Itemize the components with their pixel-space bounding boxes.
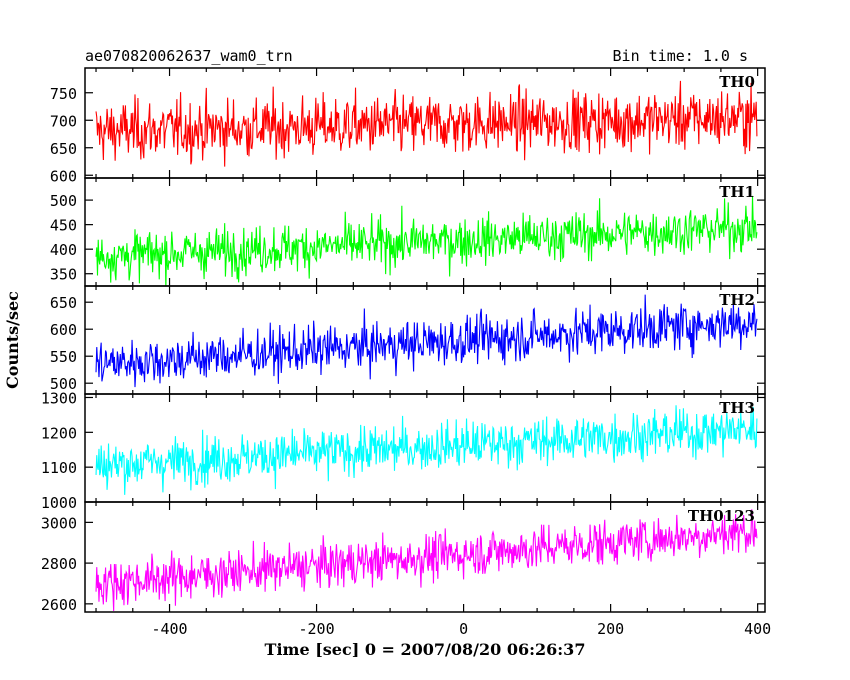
panel-th1: 350 400 450 500 TH1 <box>50 177 766 287</box>
x-tick-label: 200 <box>597 620 624 638</box>
panel-th3: 1000 1100 1200 1300 TH3 <box>41 389 766 512</box>
y-tick-label: 1200 <box>41 424 77 442</box>
x-tick-label: 0 <box>459 620 468 638</box>
panel-label-th1: TH1 <box>719 183 755 201</box>
y-tick-label: 2800 <box>41 555 77 573</box>
x-tick-label: 400 <box>744 620 771 638</box>
y-tick-label: 700 <box>50 112 77 130</box>
series-line-th1 <box>95 195 758 286</box>
y-tick-label: 350 <box>50 266 77 284</box>
panel-label-th2: TH2 <box>719 291 755 309</box>
x-tick-label: -400 <box>151 620 187 638</box>
panel-frame <box>84 285 766 395</box>
y-tick-label: 500 <box>50 375 77 393</box>
y-tick-label: 650 <box>50 140 77 158</box>
chart-title: ae070820062637_wam0_trn <box>85 47 293 65</box>
y-tick-label: 1300 <box>41 389 77 407</box>
x-tick-label: -200 <box>299 620 335 638</box>
x-axis-label: Time [sec] 0 = 2007/08/20 06:26:37 <box>265 640 586 659</box>
panel-label-th0: TH0 <box>719 73 755 91</box>
y-tick-label: 600 <box>50 167 77 185</box>
panel-frame <box>84 67 766 179</box>
series-line-th0 <box>95 80 758 167</box>
y-tick-label: 2600 <box>41 596 77 614</box>
panel-th2: 500 550 600 650 TH2 <box>50 285 766 395</box>
series-line-th3 <box>95 405 758 495</box>
y-tick-label: 650 <box>50 294 77 312</box>
panel-th0: 600 650 700 750 TH0 <box>50 67 766 185</box>
series-line-th0123 <box>95 509 758 611</box>
panels-group: 600650700750TH0350400450500TH15005506006… <box>41 67 771 638</box>
y-tick-label: 3000 <box>41 514 77 532</box>
y-tick-label: 600 <box>50 321 77 339</box>
y-tick-label: 1100 <box>41 459 77 477</box>
y-tick-label: 750 <box>50 85 77 103</box>
series-line-th2 <box>95 294 758 388</box>
panel-frame <box>84 501 766 613</box>
y-tick-label: 500 <box>50 192 77 210</box>
y-tick-label: 550 <box>50 348 77 366</box>
panel-label-th0123: TH0123 <box>688 507 755 525</box>
panel-th0123: 2600 2800 3000 TH0123 <box>41 501 766 614</box>
panel-label-th3: TH3 <box>719 399 755 417</box>
y-tick-label: 400 <box>50 241 77 259</box>
y-tick-label: 450 <box>50 217 77 235</box>
bin-time-label: Bin time: 1.0 s <box>613 47 748 65</box>
y-axis-label: Counts/sec <box>3 291 22 389</box>
y-tick-label: 1000 <box>41 494 77 512</box>
